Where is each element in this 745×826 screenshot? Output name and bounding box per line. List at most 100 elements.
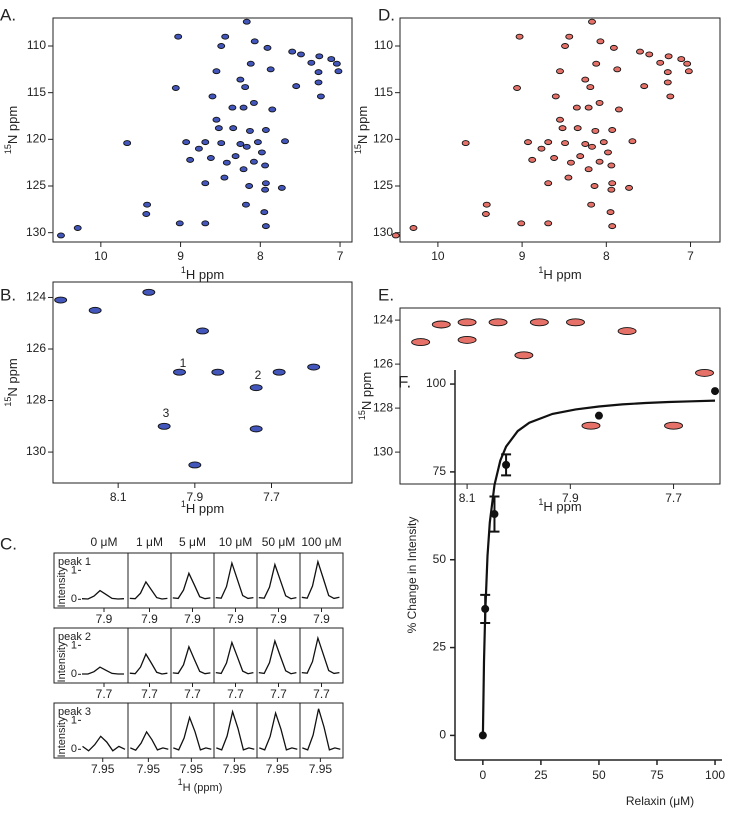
peak: [314, 79, 323, 86]
y-tick-label: 25: [433, 640, 447, 654]
peak: [537, 145, 546, 152]
peak: [595, 99, 604, 106]
peak: [488, 318, 508, 327]
peak: [261, 223, 270, 230]
peak: [221, 33, 230, 40]
peak: [566, 159, 575, 166]
peak: [524, 139, 532, 146]
y-tick-label: 110: [374, 38, 393, 52]
peak: [175, 220, 184, 227]
peak: [142, 288, 156, 296]
peak: [590, 183, 599, 189]
column-header: 0 μM: [91, 535, 118, 549]
y-axis-label: 15N ppm: [353, 106, 370, 154]
peak: [220, 174, 229, 181]
peak: [261, 180, 270, 187]
peak: [514, 351, 534, 360]
x-axis-label-main: H (ppm): [183, 782, 223, 794]
peak: [245, 183, 254, 189]
x-tick-label: 7.7: [270, 687, 287, 701]
y-tick-label: 125: [26, 178, 46, 192]
column-header: 1 μM: [136, 535, 163, 549]
trace: [259, 710, 298, 751]
x-tick-label: 7.95: [223, 762, 247, 776]
peak: [314, 69, 323, 76]
panel-label: D.: [378, 5, 395, 24]
peak: [529, 318, 549, 327]
peak: [123, 140, 132, 147]
x-tick-label: 7.9: [186, 490, 203, 504]
peak: [607, 162, 616, 169]
peak: [196, 327, 209, 335]
peak: [217, 140, 226, 147]
peak: [558, 125, 567, 132]
y-tick-label: 120: [26, 132, 46, 146]
peak: [608, 127, 617, 133]
y-tick-label: 110: [27, 38, 46, 52]
x-axis-label: 1H ppm: [181, 499, 224, 516]
peak: [663, 79, 672, 86]
peak: [263, 44, 272, 51]
peak: [229, 125, 238, 132]
y-tick-label: 0: [71, 743, 77, 755]
peak: [551, 93, 560, 100]
y-tick-label: 1: [71, 564, 77, 576]
plot-frame: [52, 17, 353, 243]
peak: [212, 116, 221, 123]
y-tick-label: 130: [26, 444, 46, 458]
peak: [596, 38, 605, 45]
peak: [581, 76, 590, 83]
peak: [334, 68, 343, 75]
peak: [143, 201, 152, 208]
peak: [242, 18, 251, 25]
peak: [550, 155, 559, 161]
trace: [301, 635, 340, 675]
y-tick-label: 0: [439, 728, 446, 742]
y-tick-label: 126: [26, 341, 46, 355]
peak: [242, 143, 251, 150]
x-tick-label: 8.1: [110, 490, 127, 504]
plot-frame: [52, 281, 353, 484]
x-tick-label: 0: [480, 768, 487, 782]
peak: [239, 104, 248, 111]
x-axis-label-sup: 1: [178, 777, 183, 787]
peak: [288, 48, 297, 55]
peak: [194, 145, 203, 152]
peak: [245, 127, 254, 134]
peak: [239, 166, 248, 173]
peak: [188, 461, 202, 469]
y-axis-label-main: N ppm: [5, 106, 20, 144]
peak: [211, 368, 225, 376]
x-axis-label-main: H ppm: [186, 501, 224, 516]
trace: [82, 735, 126, 752]
peak: [206, 155, 215, 161]
peak: [683, 60, 692, 67]
peak: [663, 69, 672, 76]
x-tick-label: 7.7: [96, 687, 113, 701]
y-axis-label-main: N ppm: [355, 106, 370, 144]
x-tick-label: 7.9: [227, 612, 244, 626]
peak-annotation: 1: [180, 356, 187, 370]
x-tick-label: 9: [519, 249, 526, 263]
peak: [581, 421, 601, 430]
peak: [236, 141, 245, 147]
peak: [544, 139, 553, 146]
peak: [561, 140, 570, 147]
x-tick-label: 7.9: [313, 612, 330, 626]
peak: [297, 51, 305, 58]
y-tick-label: 115: [27, 85, 46, 99]
peak: [201, 139, 210, 146]
panel-label: B.: [0, 285, 16, 304]
panel-label: A.: [0, 5, 16, 24]
trace: [302, 708, 341, 751]
peak: [584, 104, 593, 111]
trace: [172, 571, 211, 600]
trace: [172, 644, 211, 675]
peak: [625, 184, 634, 191]
peak: [54, 296, 68, 304]
y-axis-label-sup: 15: [3, 397, 13, 407]
trace: [258, 562, 297, 600]
y-tick-label: 130: [26, 225, 46, 239]
x-tick-label: 7.95: [180, 762, 204, 776]
x-tick-label: 7.9: [184, 612, 201, 626]
